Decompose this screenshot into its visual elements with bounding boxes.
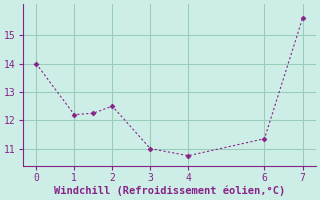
X-axis label: Windchill (Refroidissement éolien,°C): Windchill (Refroidissement éolien,°C) xyxy=(54,185,285,196)
